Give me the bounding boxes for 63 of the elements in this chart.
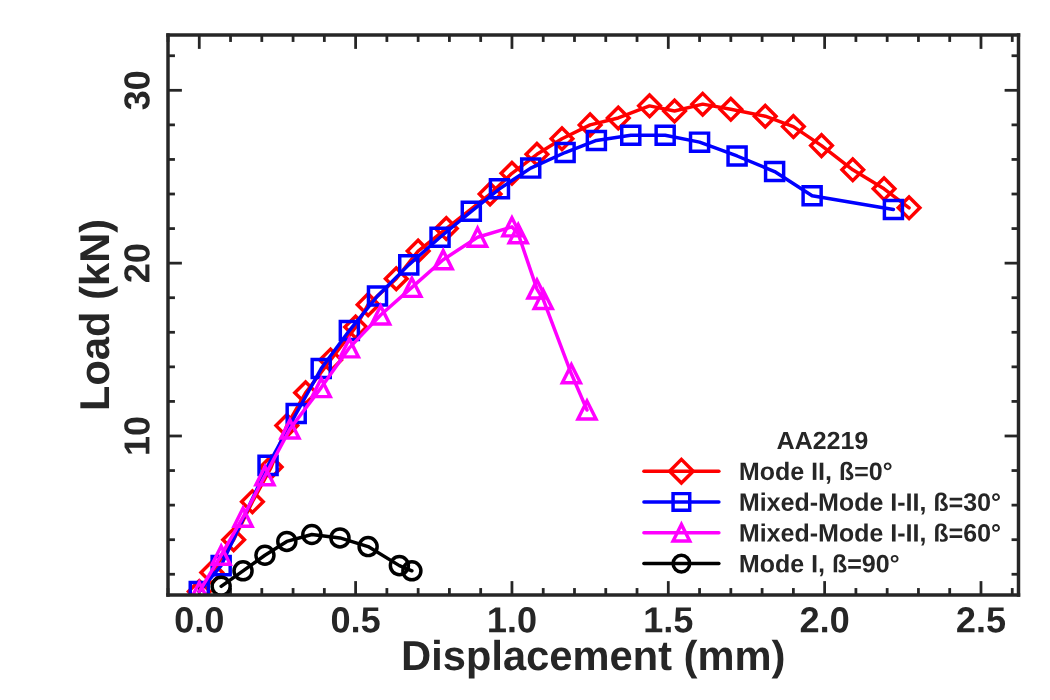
point — [210, 544, 232, 567]
point — [501, 216, 523, 238]
point — [254, 544, 276, 567]
point — [329, 527, 351, 549]
x-tick-label: 1.5 — [645, 607, 693, 633]
point — [460, 200, 483, 223]
y-axis-title: Load (kN) — [78, 221, 118, 409]
point — [801, 184, 823, 207]
point — [752, 103, 778, 129]
point — [526, 278, 548, 300]
point — [726, 145, 748, 167]
point — [357, 535, 379, 558]
point — [688, 131, 711, 153]
point — [636, 93, 663, 119]
point — [519, 157, 542, 179]
point — [620, 124, 642, 147]
point — [232, 560, 254, 582]
legend-label: Mixed-Mode I-II, ß=30° — [740, 492, 1000, 515]
point — [808, 133, 835, 159]
y-tick-label: 20 — [124, 244, 150, 282]
point — [576, 399, 598, 421]
point — [210, 575, 232, 595]
x-axis-title: Displacement (mm) — [403, 639, 784, 679]
point — [388, 554, 411, 577]
point — [690, 91, 716, 117]
point — [366, 285, 389, 307]
point — [554, 141, 576, 164]
x-tick-label: 2.5 — [957, 607, 1006, 633]
point — [301, 523, 323, 546]
point — [310, 376, 332, 399]
point — [232, 506, 254, 528]
y-tick-label: 30 — [124, 71, 150, 110]
point — [662, 98, 688, 124]
x-tick-label: 2.0 — [800, 607, 849, 633]
x-tick-label: 0.0 — [175, 607, 223, 633]
point — [253, 462, 277, 487]
point — [488, 178, 511, 200]
point — [718, 96, 744, 122]
legend-label: Mode I, ß=90° — [740, 554, 899, 577]
point — [763, 160, 786, 183]
point — [871, 176, 897, 202]
legend-label: Mode II, ß=0° — [740, 461, 892, 484]
x-tick-label: 0.5 — [331, 607, 380, 633]
point — [531, 286, 555, 311]
y-tick-label: 10 — [124, 417, 150, 454]
legend-label: Mixed-Mode I-II, ß=60° — [740, 523, 1000, 546]
point — [585, 129, 608, 152]
point — [605, 105, 631, 131]
x-tick-label: 1.0 — [489, 607, 536, 633]
point — [401, 274, 424, 299]
point — [840, 157, 866, 183]
point — [338, 337, 361, 359]
point — [276, 530, 298, 553]
point — [780, 114, 806, 140]
point — [398, 254, 420, 276]
point — [654, 124, 676, 147]
point — [882, 198, 905, 221]
point — [507, 223, 529, 245]
point — [401, 560, 423, 582]
point — [466, 226, 489, 248]
point — [432, 248, 454, 271]
point — [369, 304, 392, 326]
legend-title: AA2219 — [777, 431, 868, 450]
